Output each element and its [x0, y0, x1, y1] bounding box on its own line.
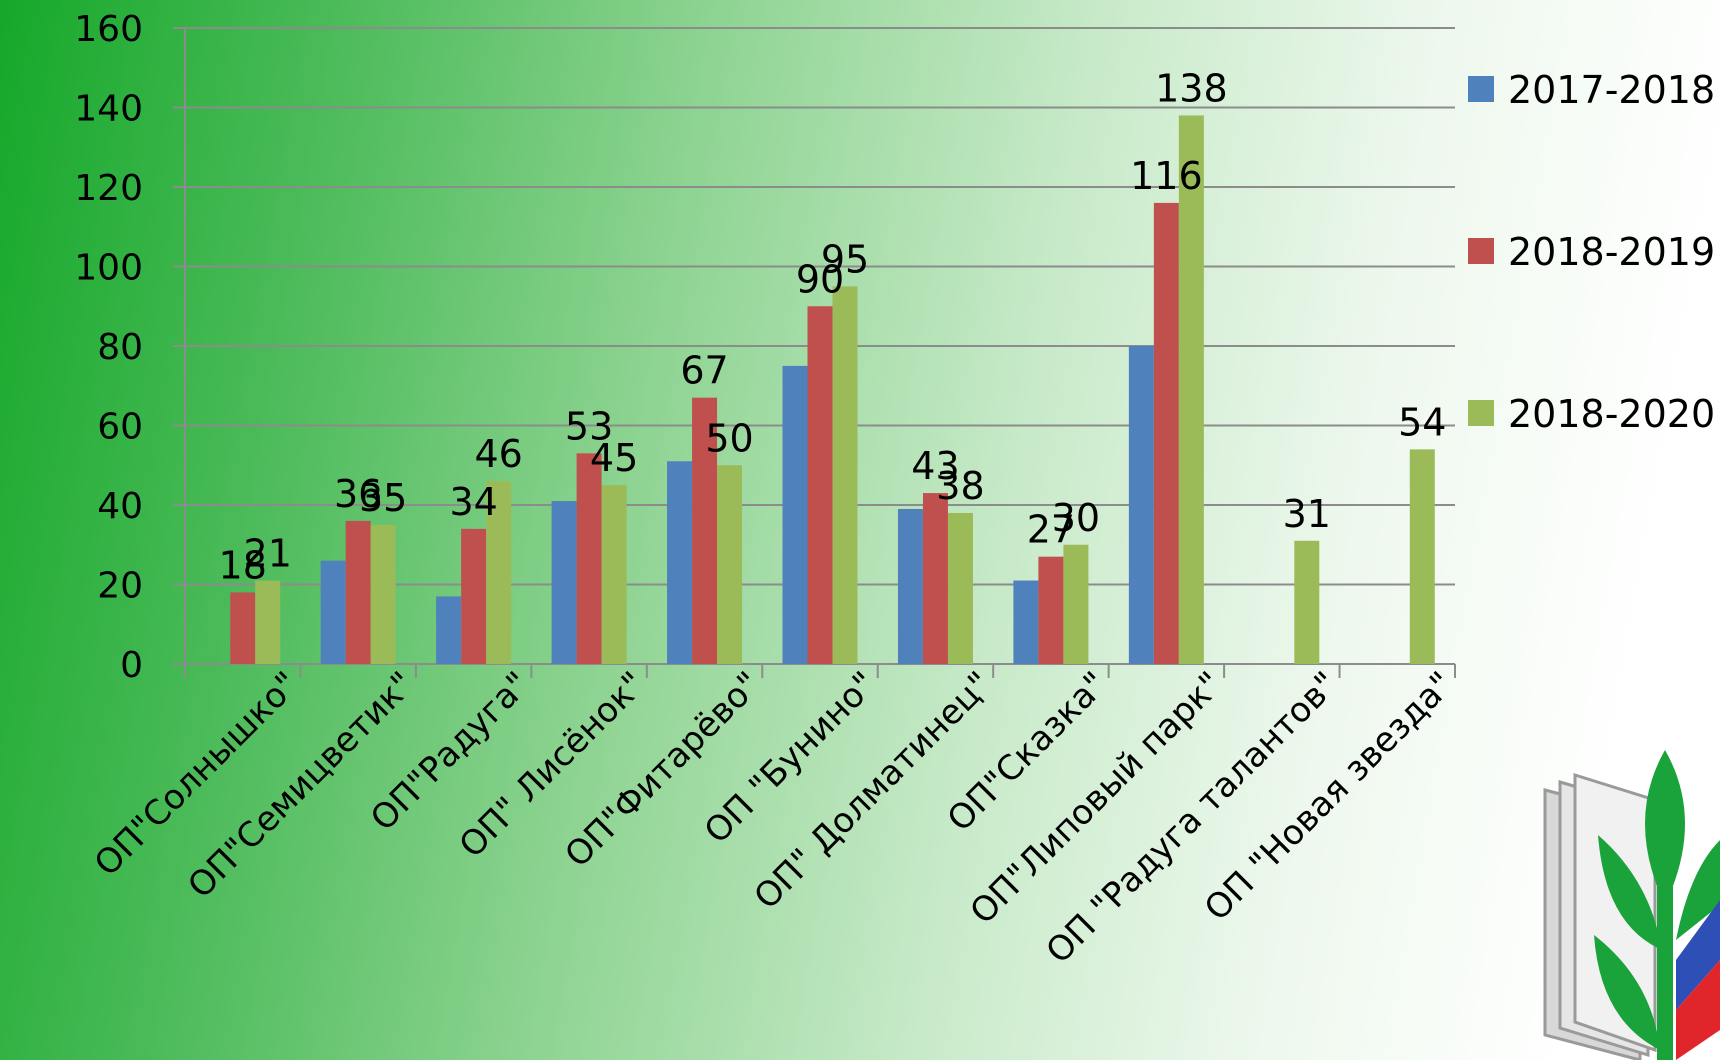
- bar-2018-2020: [370, 524, 396, 664]
- data-label: 50: [705, 416, 753, 460]
- bar-2018-2019: [1038, 556, 1064, 664]
- data-label: 138: [1155, 66, 1228, 110]
- flag-stripe-icon: [1676, 900, 1720, 1010]
- bar-2018-2020: [486, 481, 512, 664]
- data-label: 38: [936, 464, 984, 508]
- bar-2018-2019: [807, 306, 833, 664]
- data-labels: 18 36 34 53 67 90 43 27 116 21 35 46 45 50 95 38 30 138 31…: [219, 66, 1447, 587]
- category-label: ОП"Фитарёво": [558, 664, 769, 875]
- data-label: 45: [590, 436, 638, 480]
- data-label: 67: [680, 349, 728, 393]
- bar-2018-2019: [922, 493, 948, 664]
- sprout-leaf-icon: [1676, 840, 1720, 940]
- category-label: ОП"Солнышко": [87, 664, 307, 884]
- y-tick-label: 100: [74, 248, 143, 289]
- bar-2018-2019: [345, 520, 371, 664]
- y-tick-label: 20: [97, 566, 143, 607]
- bar-2018-2019: [230, 592, 256, 664]
- legend-swatch: [1468, 400, 1494, 426]
- bar-2018-2019: [1153, 202, 1179, 664]
- data-label: 116: [1130, 154, 1203, 198]
- bar-2018-2020: [832, 286, 858, 664]
- data-label: 30: [1052, 496, 1100, 540]
- bar-2018-2020: [1294, 540, 1320, 664]
- y-tick-label: 120: [74, 168, 143, 209]
- bar-2017-2018: [436, 596, 462, 664]
- legend: 2017-2018 2018-2019 2018-2020: [1468, 68, 1715, 436]
- bar-2017-2018: [551, 501, 577, 664]
- data-label: 95: [821, 237, 869, 281]
- trade-union-book-sprout-logo: [1543, 750, 1720, 1060]
- bar-2017-2018: [897, 508, 923, 664]
- y-tick-label: 80: [97, 327, 143, 368]
- data-label: 35: [359, 476, 407, 520]
- bar-2018-2019: [461, 528, 487, 664]
- bar-2018-2020: [1178, 115, 1204, 664]
- bar-2018-2020: [1409, 449, 1435, 664]
- category-label: ОП"Семицветик": [180, 664, 422, 906]
- y-tick-label: 40: [97, 486, 143, 527]
- bar-2017-2018: [1128, 346, 1154, 664]
- data-label: 43: [911, 444, 959, 488]
- legend-label: 2017-2018: [1508, 68, 1715, 112]
- bar-2018-2020: [947, 512, 973, 664]
- y-tick-label: 140: [74, 89, 143, 130]
- bar-2018-2020: [601, 485, 627, 664]
- data-label: 18: [219, 543, 267, 587]
- category-labels: ОП"Солнышко"ОП"Семицветик"ОП"Радуга"ОП" …: [87, 664, 1462, 972]
- bar-2018-2020: [717, 465, 743, 664]
- bar-2018-2020: [255, 580, 281, 664]
- data-label: 21: [244, 532, 292, 576]
- flag-stripe-icon: [1676, 960, 1720, 1060]
- bar-2017-2018: [1013, 580, 1039, 664]
- sprout-leaf-icon: [1645, 750, 1685, 905]
- bar-2017-2018: [782, 365, 808, 664]
- data-label: 36: [334, 472, 382, 516]
- y-tick-label: 60: [97, 407, 143, 448]
- y-tick-label: 0: [120, 645, 143, 686]
- data-label: 90: [796, 257, 844, 301]
- bar-2018-2019: [692, 397, 718, 664]
- data-label: 34: [449, 480, 497, 524]
- legend-label: 2018-2019: [1508, 230, 1715, 274]
- sprout-leaf-icon: [1594, 935, 1660, 1050]
- data-label: 54: [1398, 400, 1446, 444]
- legend-swatch: [1468, 238, 1494, 264]
- data-label: 31: [1283, 492, 1331, 536]
- bar-2017-2018: [320, 560, 346, 664]
- data-label: 53: [565, 404, 613, 448]
- legend-label: 2018-2020: [1508, 392, 1715, 436]
- data-label: 46: [474, 432, 522, 476]
- bars: [230, 115, 1435, 664]
- bar-2018-2020: [1063, 544, 1089, 664]
- data-label: 27: [1027, 508, 1075, 552]
- sprout-leaf-icon: [1598, 835, 1662, 950]
- y-tick-label: 160: [74, 9, 143, 50]
- axes: 0 20 40 60 80 100 120 140 160: [74, 9, 1456, 686]
- legend-swatch: [1468, 76, 1494, 102]
- bar-2017-2018: [667, 461, 693, 664]
- bar-2018-2019: [576, 453, 602, 664]
